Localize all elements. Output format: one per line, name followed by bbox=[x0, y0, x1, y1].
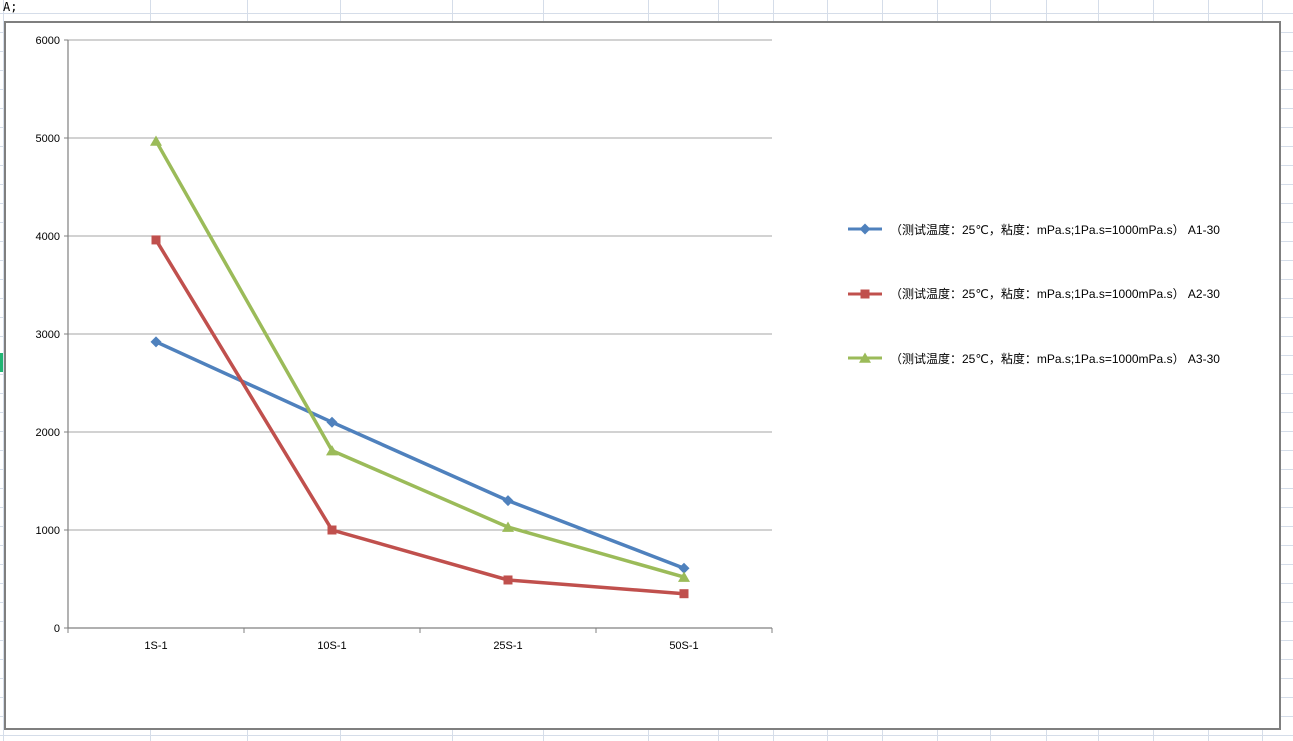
marker-square bbox=[860, 289, 870, 298]
legend-label: （测试温度：25℃，粘度：mPa.s;1Pa.s=1000mPa.s） A3-3… bbox=[890, 351, 1220, 366]
cell-a1-text: A; bbox=[3, 0, 18, 14]
marker-triangle bbox=[859, 352, 871, 363]
grid-row-line bbox=[0, 735, 1293, 736]
legend-marker-triangle-icon bbox=[848, 352, 882, 363]
highlighted-cell-strip bbox=[0, 353, 3, 372]
grid-row-line bbox=[0, 13, 1293, 14]
legend-label: （测试温度：25℃，粘度：mPa.s;1Pa.s=1000mPa.s） A2-3… bbox=[890, 287, 1220, 301]
legend-item-A2-30[interactable]: （测试温度：25℃，粘度：mPa.s;1Pa.s=1000mPa.s） A2-3… bbox=[848, 286, 1220, 302]
chart-area[interactable] bbox=[4, 21, 1281, 730]
grid-col-line bbox=[3, 0, 4, 741]
legend-marker-square-icon bbox=[848, 289, 882, 298]
marker-diamond bbox=[859, 223, 871, 235]
legend-item-A3-30[interactable]: （测试温度：25℃，粘度：mPa.s;1Pa.s=1000mPa.s） A3-3… bbox=[848, 350, 1220, 366]
legend-item-A1-30[interactable]: （测试温度：25℃，粘度：mPa.s;1Pa.s=1000mPa.s） A1-3… bbox=[848, 221, 1220, 237]
legend-marker-diamond-icon bbox=[848, 223, 882, 235]
legend-label: （测试温度：25℃，粘度：mPa.s;1Pa.s=1000mPa.s） A1-3… bbox=[890, 222, 1220, 237]
